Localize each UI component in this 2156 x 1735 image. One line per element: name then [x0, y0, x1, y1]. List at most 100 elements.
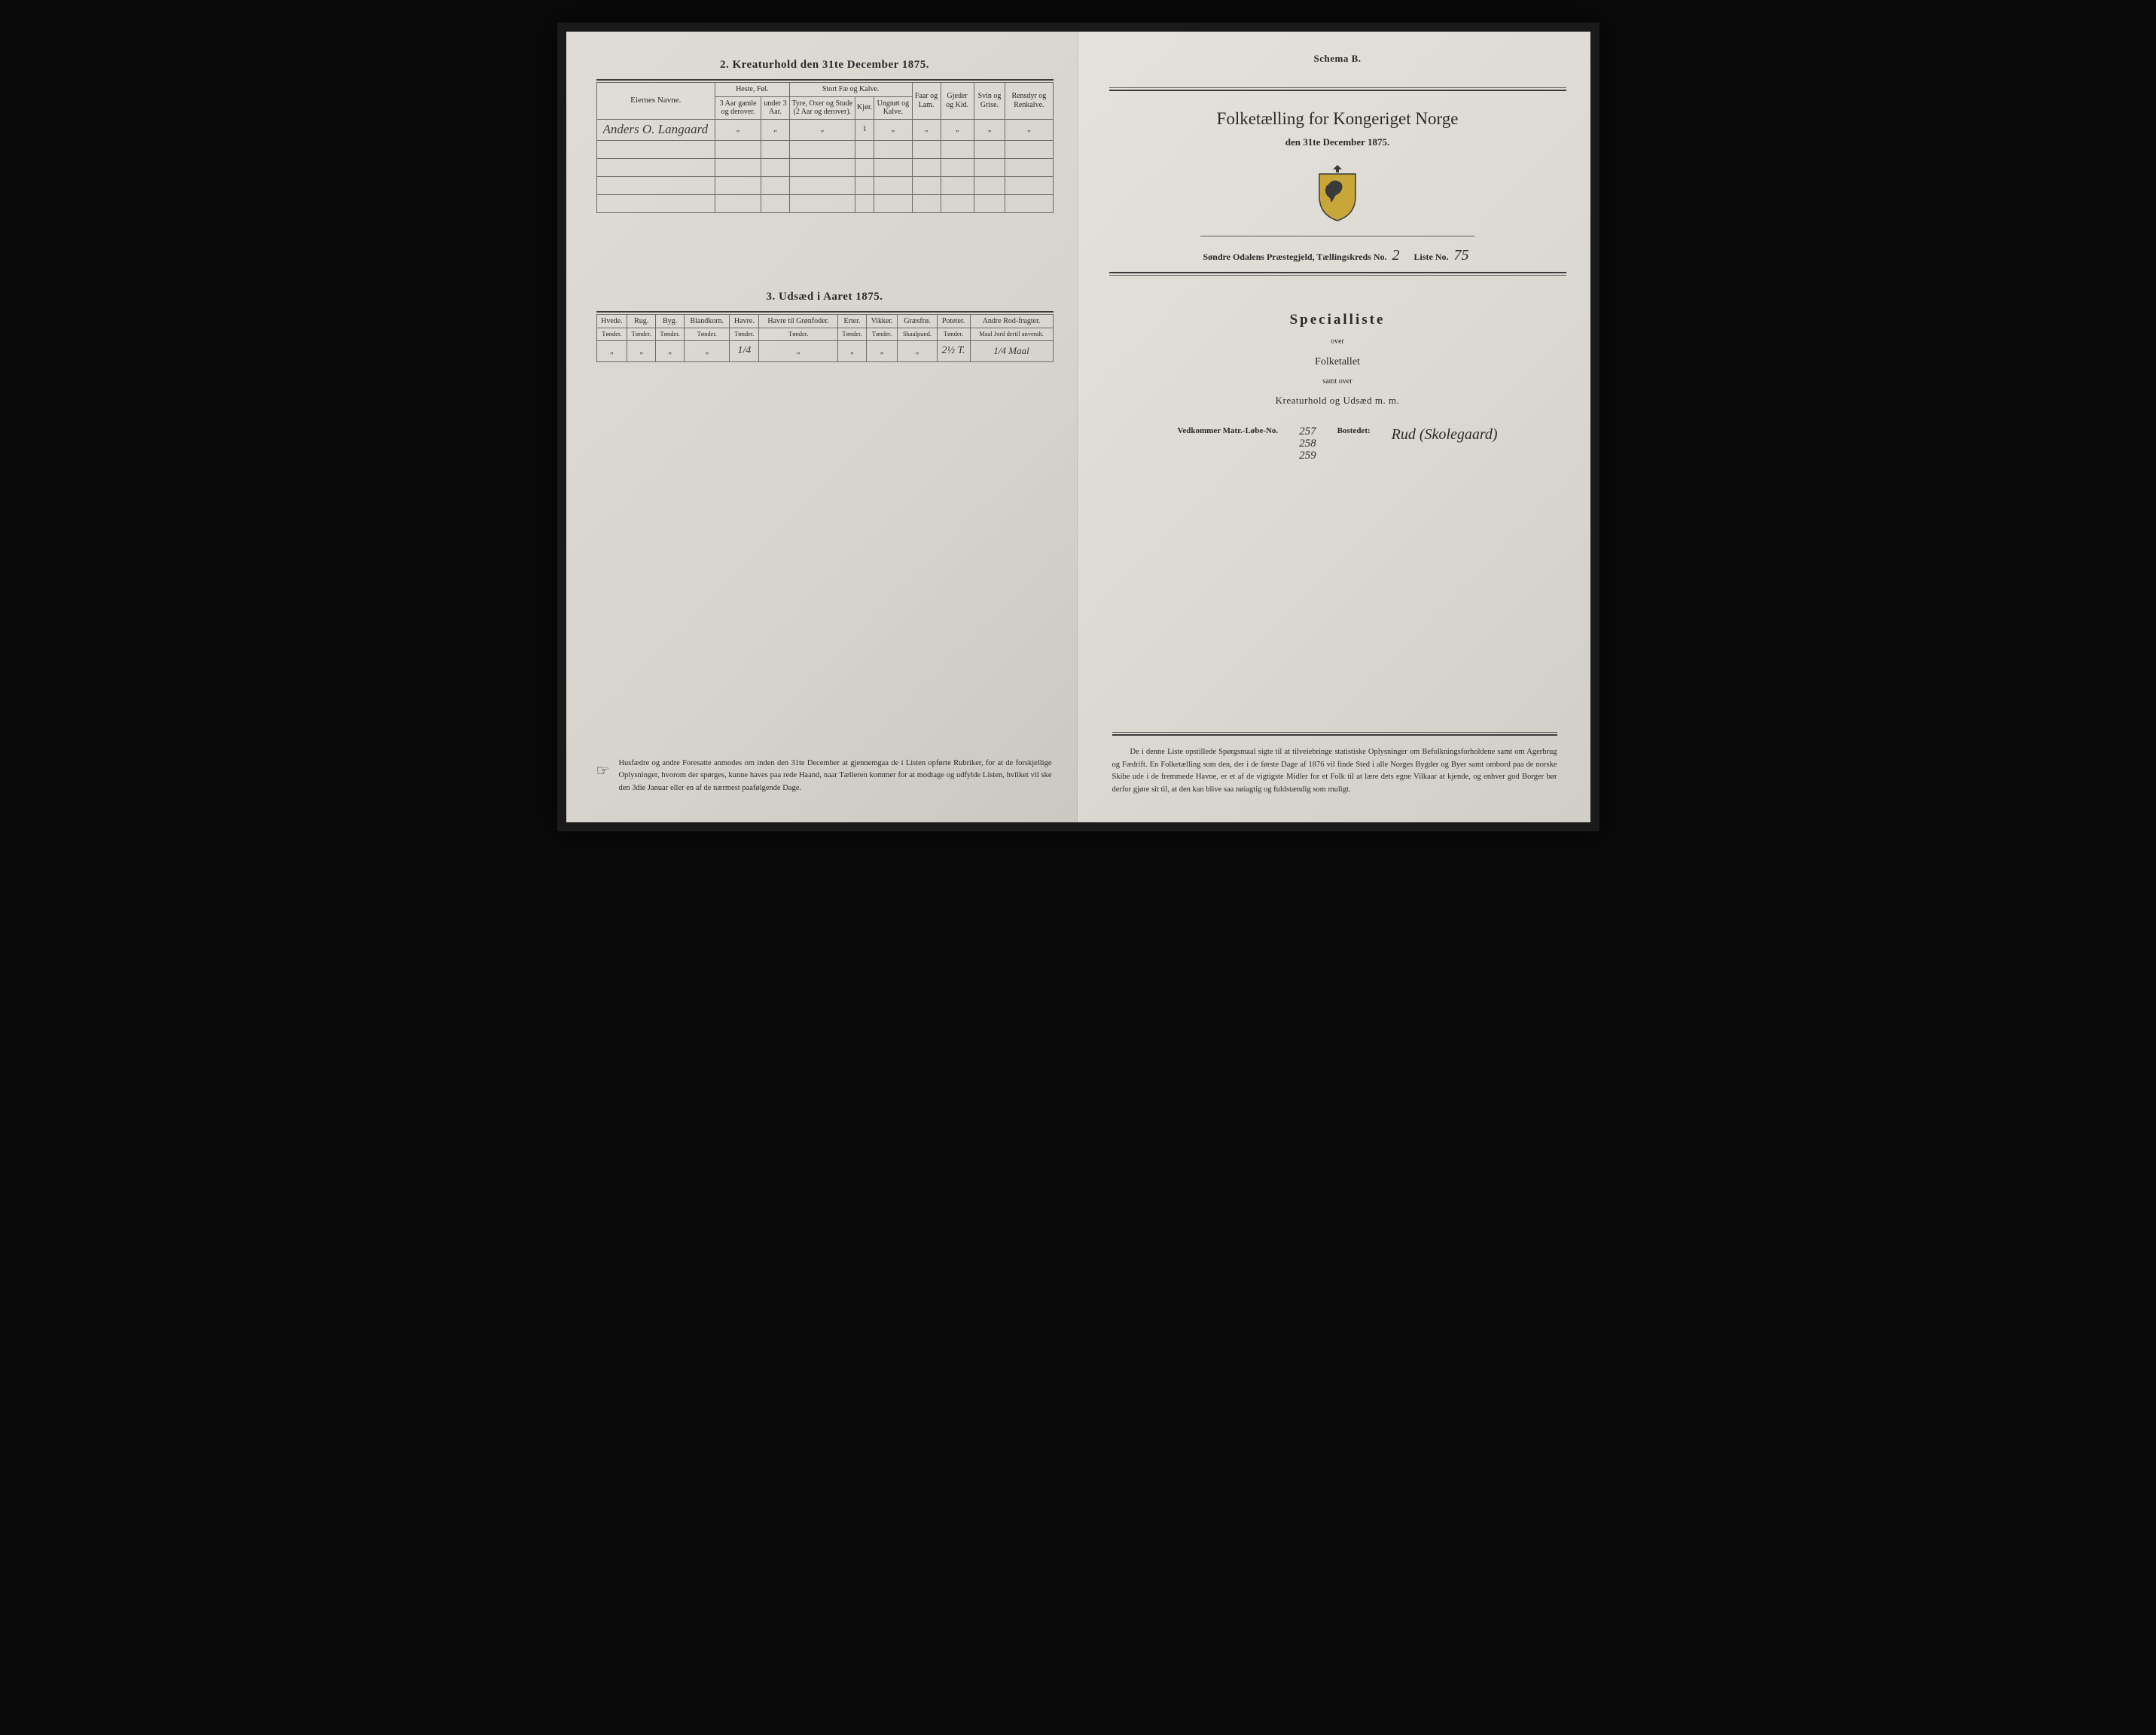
cell: „ [761, 119, 790, 140]
cell: „ [715, 119, 761, 140]
cell: „ [941, 119, 974, 140]
table-row [596, 140, 1053, 158]
cell: „ [656, 340, 685, 361]
samt-label: samt over [1109, 377, 1566, 386]
matr-num: 257 [1299, 426, 1316, 438]
cell: 1 [855, 119, 874, 140]
left-page: 2. Kreaturhold den 31te December 1875. E… [566, 32, 1078, 822]
table-row [596, 176, 1053, 194]
schema-label: Schema B. [1109, 53, 1566, 65]
th: Tønder. [730, 328, 759, 341]
th: Poteter. [937, 314, 970, 328]
th-rens: Rensdyr og Renkalve. [1005, 83, 1053, 120]
th-s2: Kjør. [855, 96, 874, 119]
footnote-text: De i denne Liste opstillede Spørgsmaal s… [1112, 746, 1557, 797]
census-date: den 31te December 1875. [1109, 136, 1566, 148]
cell: „ [912, 119, 941, 140]
th: Rug. [627, 314, 656, 328]
matr-num: 259 [1299, 450, 1316, 462]
rule [1109, 90, 1566, 91]
th-s1: Tyre, Oxer og Stude (2 Aar og derover). [789, 96, 855, 119]
over-label: over [1109, 337, 1566, 346]
owner-name: Anders O. Langaard [596, 119, 715, 140]
kreaturhold-table: Eiernes Navne. Heste, Føl. Stort Fæ og K… [596, 82, 1054, 213]
th: Tønder. [759, 328, 838, 341]
rule [1112, 734, 1557, 736]
footnote-text: Husfædre og andre Foresatte anmodes om i… [618, 758, 1051, 795]
cell: 2½ T. [937, 340, 970, 361]
th: Vikker. [866, 314, 897, 328]
cell: „ [627, 340, 656, 361]
th: Hvede. [596, 314, 627, 328]
cell: „ [974, 119, 1005, 140]
th: Tønder. [685, 328, 730, 341]
th-h2: under 3 Aar. [761, 96, 790, 119]
udsaed-table: Hvede. Rug. Byg. Blandkorn. Havre. Havre… [596, 314, 1054, 362]
th: Maal Jord dertil anvendt. [970, 328, 1053, 341]
th: Erter. [838, 314, 867, 328]
th: Havre. [730, 314, 759, 328]
bosted-value: Rud (Skolegaard) [1392, 426, 1498, 444]
th: Blandkorn. [685, 314, 730, 328]
cell: 1/4 Maal [970, 340, 1053, 361]
matr-row: Vedkommer Matr.-Løbe-No. 257 258 259 Bos… [1109, 426, 1566, 462]
th: Tønder. [596, 328, 627, 341]
table-row: „ „ „ „ 1/4 „ „ „ „ 2½ T. 1/4 Maal [596, 340, 1053, 361]
section-2-title: 2. Kreaturhold den 31te December 1875. [596, 59, 1054, 72]
th-faar: Faar og Lam. [912, 83, 941, 120]
main-title: Folketælling for Kongeriget Norge [1109, 109, 1566, 129]
parish-prefix: Søndre Odalens Præstegjeld, Tællingskred… [1203, 252, 1386, 262]
cell: „ [685, 340, 730, 361]
th-s3: Ungnøt og Kalve. [874, 96, 912, 119]
table-row [596, 194, 1053, 212]
th: Skaalpund. [898, 328, 937, 341]
left-footnote: ☞ Husfædre og andre Foresatte anmodes om… [596, 758, 1052, 795]
cell: „ [759, 340, 838, 361]
th: Tønder. [937, 328, 970, 341]
liste-number: 75 [1451, 247, 1472, 264]
th-gjed: Gjeder og Kid. [941, 83, 974, 120]
bosted-label: Bostedet: [1337, 426, 1371, 435]
matr-label: Vedkommer Matr.-Løbe-No. [1177, 426, 1278, 435]
cell: „ [898, 340, 937, 361]
th: Tønder. [627, 328, 656, 341]
matr-numbers: 257 258 259 [1299, 426, 1316, 462]
header-row: Hvede. Rug. Byg. Blandkorn. Havre. Havre… [596, 314, 1053, 328]
unit-row: Tønder. Tønder. Tønder. Tønder. Tønder. … [596, 328, 1053, 341]
kreds-number: 2 [1389, 247, 1403, 264]
th-eier: Eiernes Navne. [596, 83, 715, 120]
cell: „ [596, 340, 627, 361]
cell: „ [838, 340, 867, 361]
section-3-title: 3. Udsæd i Aaret 1875. [596, 291, 1054, 303]
cell: „ [874, 119, 912, 140]
th-svin: Svin og Grise. [974, 83, 1005, 120]
rule [1109, 87, 1566, 88]
liste-label: Liste No. [1414, 252, 1449, 262]
right-page: Schema B. Folketælling for Kongeriget No… [1078, 32, 1590, 822]
page-spread: 2. Kreaturhold den 31te December 1875. E… [566, 32, 1590, 822]
right-footnote: De i denne Liste opstillede Spørgsmaal s… [1112, 730, 1557, 797]
matr-num: 258 [1299, 438, 1316, 450]
th: Tønder. [838, 328, 867, 341]
table-row [596, 158, 1053, 176]
kreaturhold-label: Kreaturhold og Udsæd m. m. [1109, 395, 1566, 407]
th-h1: 3 Aar gamle og derover. [715, 96, 761, 119]
th: Byg. [656, 314, 685, 328]
rule [596, 311, 1054, 313]
rule [1112, 732, 1557, 733]
specialliste-heading: Specialliste [1109, 312, 1566, 328]
pointing-hand-icon: ☞ [596, 759, 610, 783]
rule [1109, 275, 1566, 276]
scan-frame: 2. Kreaturhold den 31te December 1875. E… [557, 23, 1599, 831]
th: Andre Rod-frugter. [970, 314, 1053, 328]
th-heste: Heste, Føl. [715, 83, 790, 97]
th: Tønder. [656, 328, 685, 341]
table-row: Anders O. Langaard „ „ „ 1 „ „ „ „ „ [596, 119, 1053, 140]
parish-line: Søndre Odalens Præstegjeld, Tællingskred… [1109, 247, 1566, 264]
rule [1109, 272, 1566, 273]
th: Græsfrø. [898, 314, 937, 328]
cell: „ [789, 119, 855, 140]
th: Havre til Grønfoder. [759, 314, 838, 328]
coat-of-arms-icon [1313, 163, 1362, 222]
cell: „ [1005, 119, 1053, 140]
